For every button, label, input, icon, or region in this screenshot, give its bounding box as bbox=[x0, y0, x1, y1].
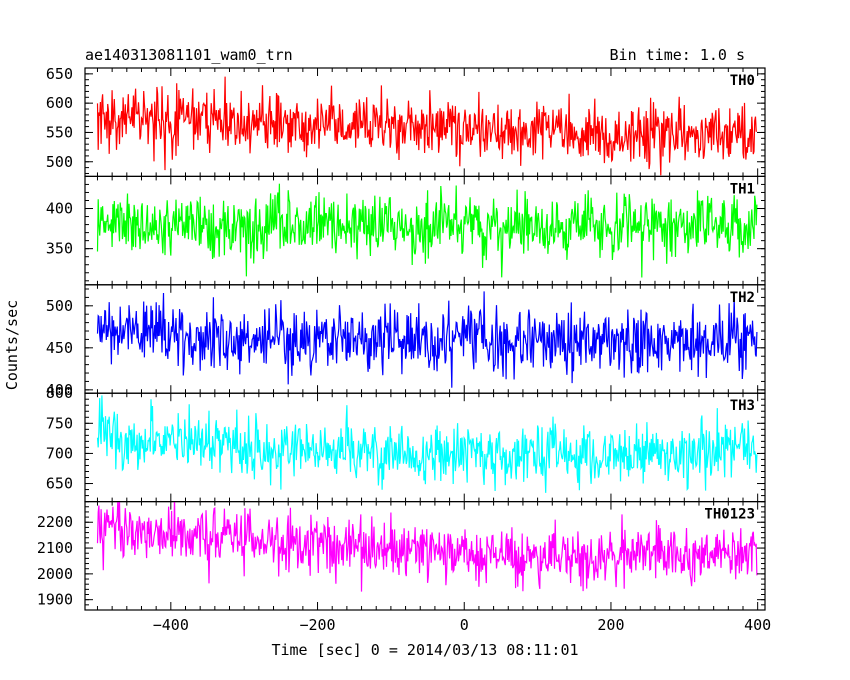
x-tick-label: −200 bbox=[299, 616, 335, 634]
y-tick-label: 550 bbox=[46, 123, 73, 141]
y-tick-label: 750 bbox=[46, 414, 73, 432]
y-axis-label: Counts/sec bbox=[3, 300, 21, 390]
panels-group: 500 550 600 650 TH0 350 400 TH1 400 450 500 TH2 650 7… bbox=[37, 65, 766, 611]
panel-label: TH0 bbox=[730, 73, 755, 89]
y-tick-label: 1900 bbox=[37, 591, 73, 609]
y-tick-label: 700 bbox=[46, 444, 73, 462]
series-th2 bbox=[96, 291, 758, 388]
chart-title: ae140313081101_wam0_trn bbox=[85, 46, 293, 64]
x-tick-label: 0 bbox=[460, 616, 469, 634]
panel-label: TH3 bbox=[730, 398, 755, 414]
y-tick-label: 450 bbox=[46, 339, 73, 357]
y-tick-label: 650 bbox=[46, 65, 73, 83]
y-tick-label: 2100 bbox=[37, 539, 73, 557]
panel-th2: 400 450 500 TH2 bbox=[46, 284, 766, 399]
panel-th0: 500 550 600 650 TH0 bbox=[46, 65, 766, 178]
panel-frame bbox=[84, 501, 766, 611]
panel-label: TH1 bbox=[730, 181, 755, 197]
x-tick-label: −400 bbox=[153, 616, 189, 634]
x-axis-label: Time [sec] 0 = 2014/03/13 08:11:01 bbox=[271, 641, 578, 659]
panel-label: TH0123 bbox=[704, 507, 755, 523]
y-tick-label: 800 bbox=[46, 384, 73, 402]
panel-frame bbox=[84, 67, 766, 178]
panel-th1: 350 400 TH1 bbox=[46, 175, 766, 286]
series-th1 bbox=[96, 183, 758, 278]
y-tick-label: 500 bbox=[46, 153, 73, 171]
panel-label: TH2 bbox=[730, 290, 755, 306]
y-tick-label: 400 bbox=[46, 200, 73, 218]
series-th3 bbox=[96, 395, 758, 493]
y-tick-label: 500 bbox=[46, 297, 73, 315]
y-tick-label: 650 bbox=[46, 475, 73, 493]
x-axis: −400 −200 0 200 400 bbox=[153, 616, 771, 634]
y-tick-label: 2200 bbox=[37, 513, 73, 531]
series-th0 bbox=[96, 76, 757, 176]
panel-th3: 650 700 750 800 TH3 bbox=[46, 384, 766, 503]
panel-th0123: 1900 2000 2100 2200 TH0123 bbox=[37, 501, 766, 611]
x-tick-label: 400 bbox=[744, 616, 771, 634]
series-th0123 bbox=[96, 501, 758, 592]
y-tick-label: 600 bbox=[46, 94, 73, 112]
y-tick-label: 2000 bbox=[37, 565, 73, 583]
y-tick-label: 400 bbox=[46, 381, 73, 399]
bin-time-label: Bin time: 1.0 s bbox=[610, 46, 745, 64]
y-tick-label: 350 bbox=[46, 240, 73, 258]
x-tick-label: 200 bbox=[597, 616, 624, 634]
